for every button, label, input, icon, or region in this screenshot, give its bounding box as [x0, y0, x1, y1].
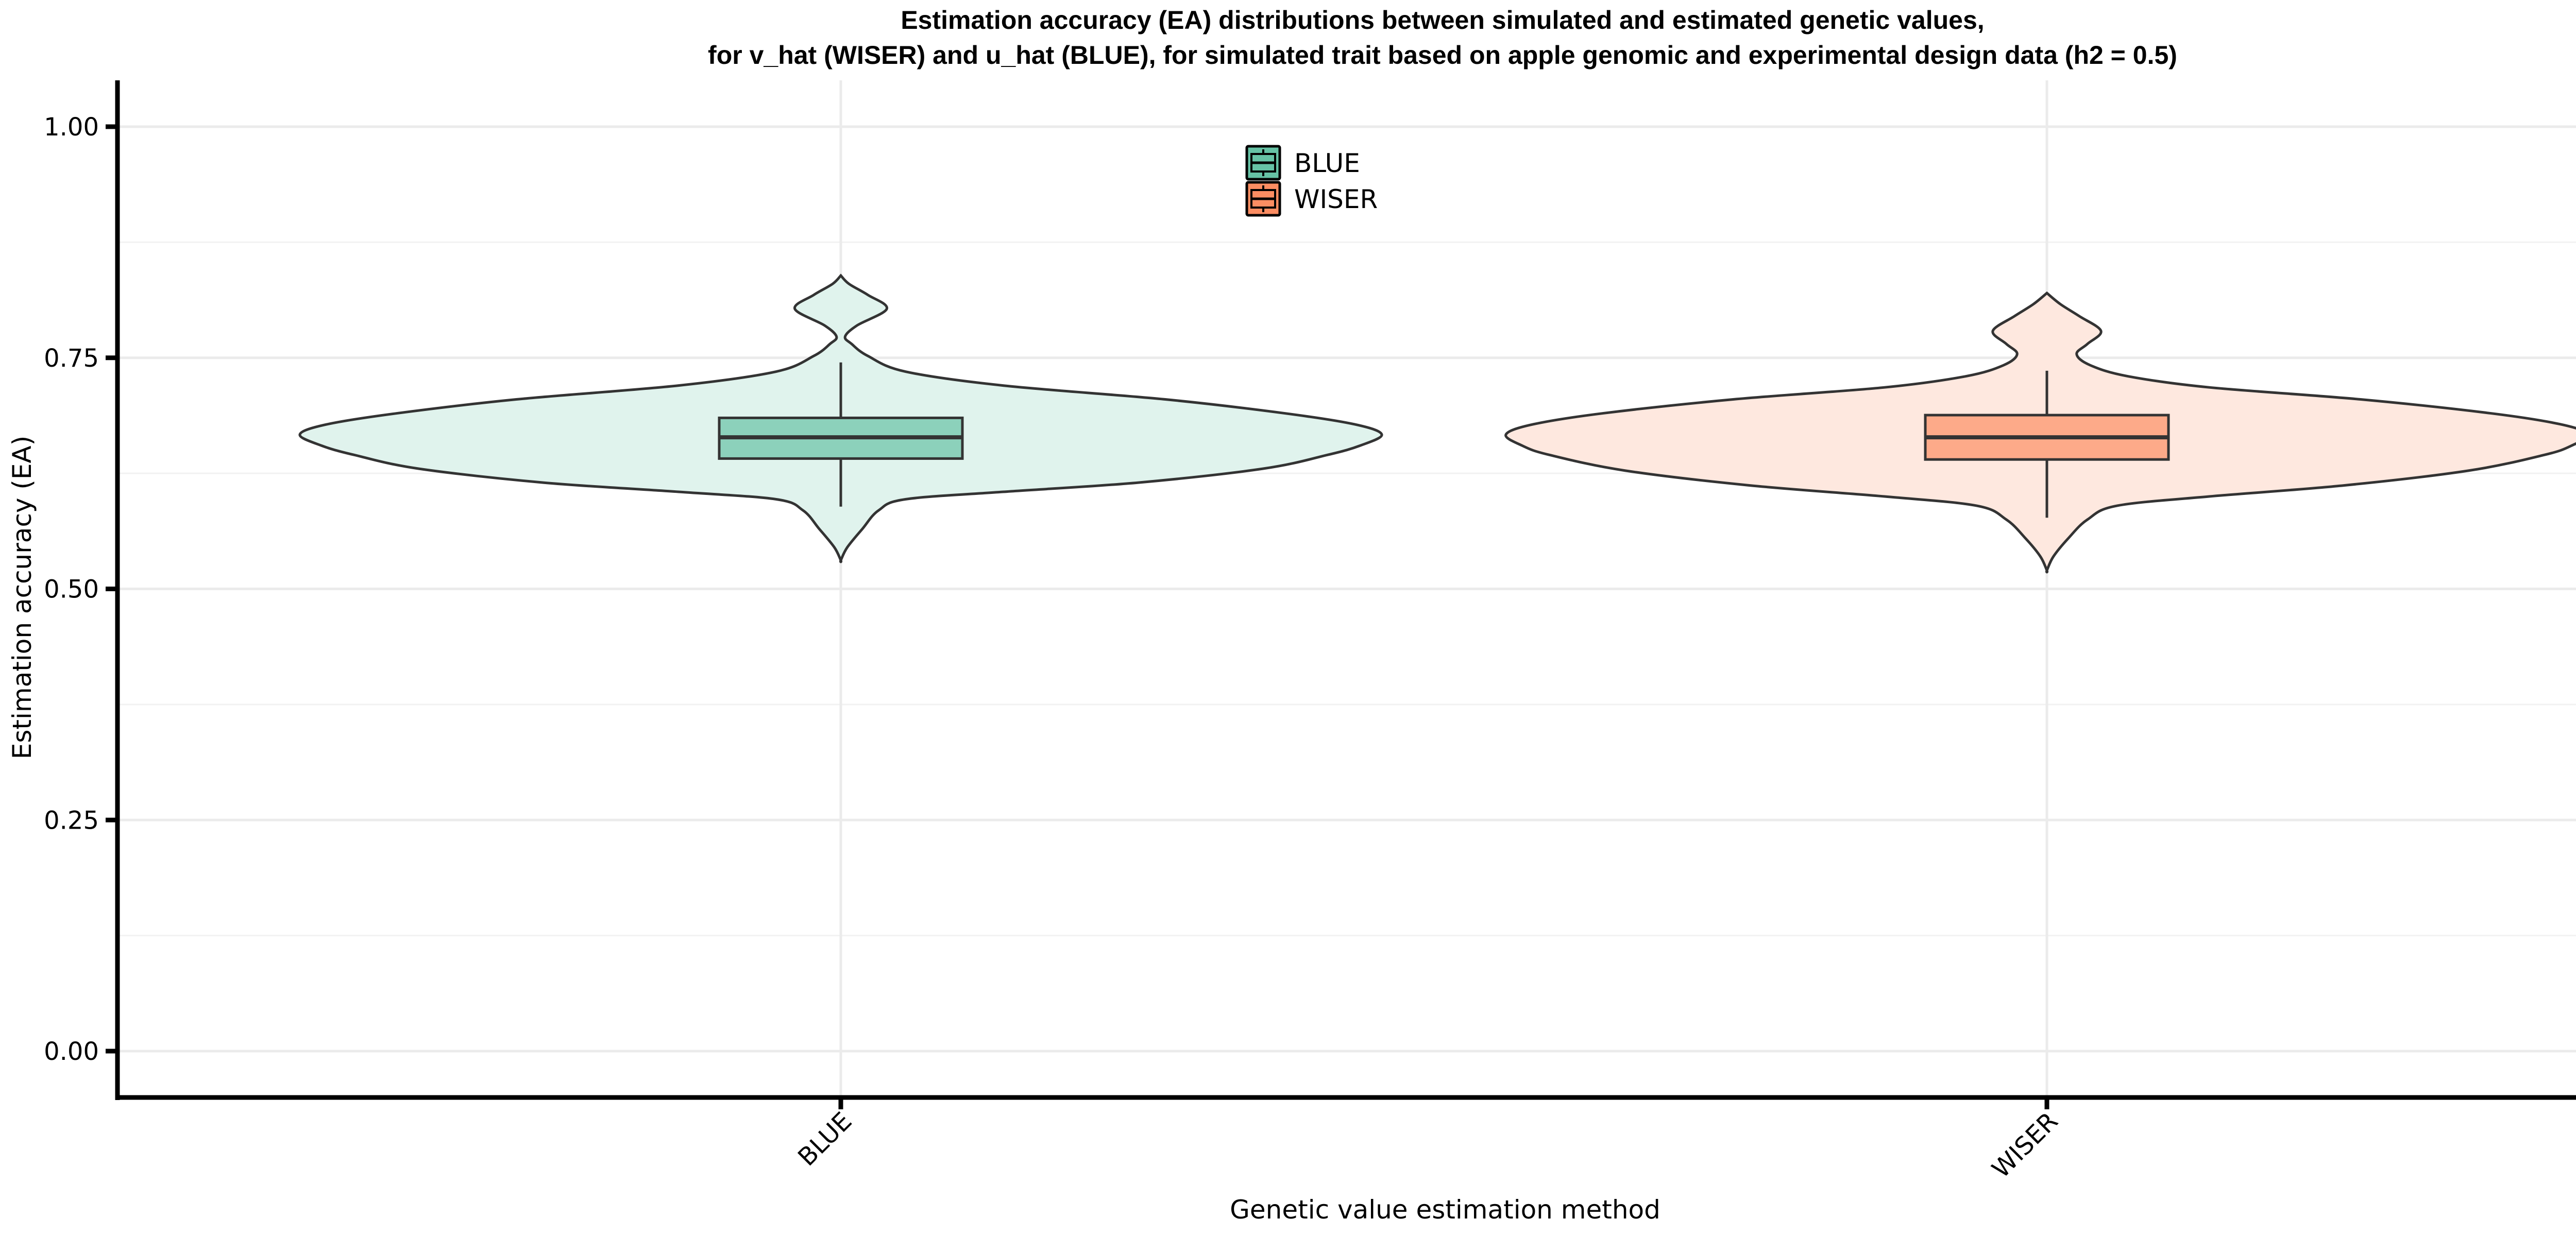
- legend-label: BLUE: [1294, 148, 1360, 178]
- legend-label: WISER: [1294, 184, 1378, 214]
- y-tick-label: 0.50: [44, 575, 99, 604]
- legend: BLUE WISER: [1245, 145, 1378, 217]
- x-ticks: BLUE WISER: [792, 1097, 2063, 1184]
- violin-group-blue: [298, 273, 1383, 563]
- violins: [298, 273, 2576, 574]
- x-tick-label: WISER: [1987, 1107, 2064, 1184]
- y-ticks: 0.00 0.25 0.50 0.75 1.00: [44, 113, 117, 1066]
- y-axis-title: Estimation accuracy (EA): [7, 436, 37, 759]
- x-axis-title: Genetic value estimation method: [1230, 1195, 1660, 1225]
- violin-group-wiser: [1504, 291, 2576, 574]
- y-tick-label: 1.00: [44, 113, 99, 142]
- chart-title-line-1: Estimation accuracy (EA) distributions b…: [901, 6, 1984, 35]
- y-tick-label: 0.00: [44, 1037, 99, 1066]
- y-tick-label: 0.25: [44, 806, 99, 835]
- chart-title-line-2: for v_hat (WISER) and u_hat (BLUE), for …: [708, 41, 2177, 70]
- y-tick-label: 0.75: [44, 344, 99, 373]
- legend-key-blue: [1245, 145, 1281, 181]
- x-tick-label: BLUE: [792, 1107, 857, 1172]
- legend-key-wiser: [1245, 181, 1281, 217]
- grid: [120, 80, 2576, 1095]
